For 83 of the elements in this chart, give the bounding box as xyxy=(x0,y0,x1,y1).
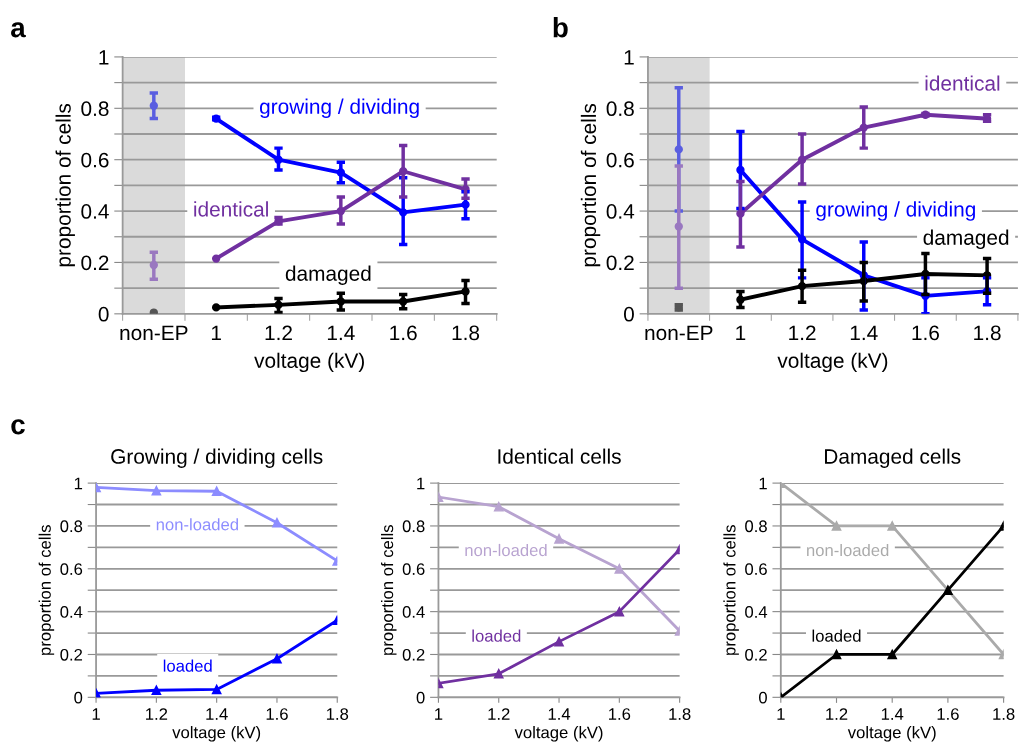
y-tick-label: 0.2 xyxy=(81,255,109,271)
x-tick-label: 1.2 xyxy=(146,708,168,720)
y-tick-label: 0.8 xyxy=(402,520,425,533)
series-label: damaged xyxy=(285,265,371,286)
y-tick-label: 0.8 xyxy=(745,520,767,533)
x-tick-label: 1.8 xyxy=(326,708,349,720)
series-label: non-loaded xyxy=(156,518,238,531)
series-label: identical xyxy=(925,75,1000,91)
x-tick-label: 1.2 xyxy=(826,708,848,720)
y-tick-label: 0.8 xyxy=(81,101,109,117)
x-axis-title: voltage (kV) xyxy=(172,726,261,742)
y-tick-label: 0.8 xyxy=(606,101,634,117)
x-tick-label: 1.6 xyxy=(266,708,288,720)
x-tick-label: 1.4 xyxy=(881,708,904,720)
x-tick-label: 1.8 xyxy=(452,325,480,341)
y-tick-label: 0 xyxy=(74,691,83,704)
chart-title: Damaged cells xyxy=(825,448,961,468)
x-tick-label: 1 xyxy=(435,708,443,720)
x-axis-title: voltage (kV) xyxy=(514,726,603,742)
x-axis-title: voltage (kV) xyxy=(847,726,936,742)
y-axis-title: proportion of cells xyxy=(723,525,739,655)
series-label: damaged xyxy=(923,229,1009,250)
y-tick-label: 0.4 xyxy=(402,606,425,618)
y-tick-label: 0.6 xyxy=(402,563,425,575)
x-tick-label: 1.4 xyxy=(206,708,228,720)
x-tick-label: 1.8 xyxy=(993,708,1015,720)
y-tick-label: 0.4 xyxy=(60,606,83,618)
y-tick-label: 0.2 xyxy=(402,648,425,661)
y-tick-label: 1 xyxy=(624,50,634,65)
y-tick-label: 0.4 xyxy=(606,204,635,219)
y-tick-label: 0.8 xyxy=(60,520,83,533)
text: a xyxy=(11,22,26,38)
x-tick-label: 1.6 xyxy=(390,325,417,341)
y-axis-title: proportion of cells xyxy=(580,103,601,267)
text: c xyxy=(11,419,25,435)
x-tick-label: 1.8 xyxy=(974,325,1001,341)
x-tick-label: non-EP xyxy=(645,325,713,341)
series-label: growing / dividing xyxy=(816,201,975,221)
y-tick-label: 1 xyxy=(759,477,767,490)
x-axis-title: voltage (kV) xyxy=(777,352,888,373)
y-tick-label: 0.6 xyxy=(606,152,634,168)
y-tick-label: 0.6 xyxy=(745,563,767,575)
y-tick-label: 0.6 xyxy=(60,563,83,575)
x-tick-label: 1.6 xyxy=(912,325,939,341)
text: b xyxy=(553,17,568,38)
y-tick-label: 1 xyxy=(99,50,109,65)
series-label: loaded xyxy=(812,629,861,642)
y-tick-label: 1 xyxy=(74,477,83,490)
x-tick-label: 1 xyxy=(211,325,221,341)
chart-title: Growing / dividing cells xyxy=(111,448,323,468)
x-tick-label: 1.4 xyxy=(548,708,571,720)
x-tick-label: 1.2 xyxy=(265,325,292,341)
y-tick-label: 0.6 xyxy=(81,152,109,168)
x-tick-label: 1.6 xyxy=(937,708,959,720)
series-label: identical xyxy=(194,201,268,217)
series-label: growing / dividing xyxy=(259,98,419,119)
y-tick-label: 1 xyxy=(417,477,425,490)
y-tick-label: 0.4 xyxy=(81,204,109,219)
y-tick-label: 0 xyxy=(623,306,634,322)
x-axis-title: voltage (kV) xyxy=(254,352,364,373)
y-tick-label: 0.2 xyxy=(745,648,767,661)
y-tick-label: 0 xyxy=(759,691,767,704)
y-tick-label: 0 xyxy=(416,691,425,704)
series-label: non-loaded xyxy=(465,543,547,557)
x-tick-label: 1.2 xyxy=(488,708,510,720)
y-axis-title: proportion of cells xyxy=(55,103,75,267)
y-axis-title: proportion of cells xyxy=(38,525,55,655)
x-tick-label: 1.4 xyxy=(850,325,878,341)
y-tick-label: 0.2 xyxy=(60,648,83,661)
y-tick-label: 0 xyxy=(98,306,109,322)
x-tick-label: 1.6 xyxy=(609,708,631,720)
x-tick-label: 1.4 xyxy=(327,325,355,341)
y-tick-label: 0.2 xyxy=(606,255,634,271)
x-tick-label: 1.2 xyxy=(789,325,816,341)
series-label: loaded xyxy=(163,659,212,672)
x-tick-label: non-EP xyxy=(120,325,188,341)
chart-title: Identical cells xyxy=(498,448,621,464)
series-label: loaded xyxy=(472,629,521,642)
series-label: non-loaded xyxy=(807,543,889,557)
x-tick-label: 1.8 xyxy=(669,708,691,720)
x-tick-label: 1 xyxy=(777,708,785,720)
y-axis-title: proportion of cells xyxy=(380,525,397,655)
y-tick-label: 0.4 xyxy=(745,606,768,618)
